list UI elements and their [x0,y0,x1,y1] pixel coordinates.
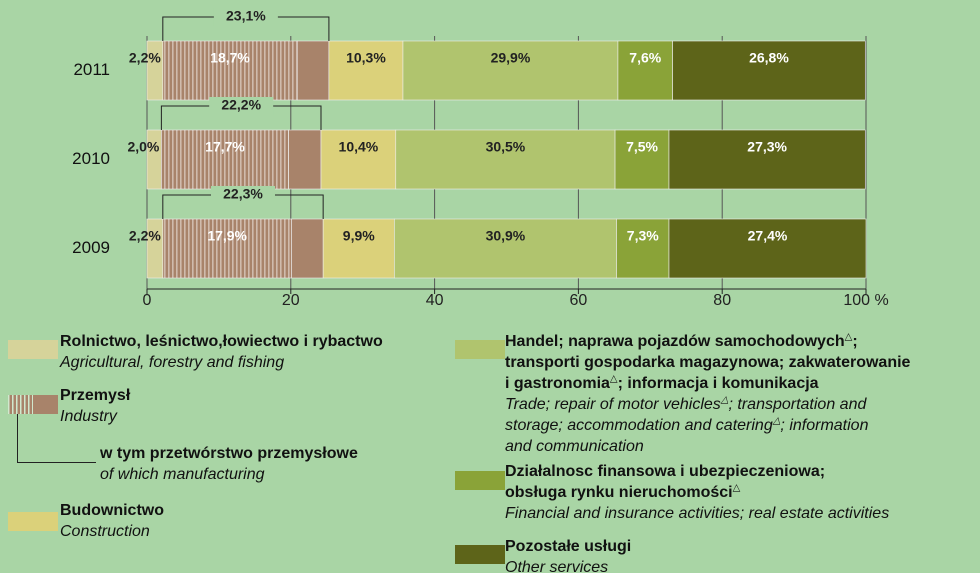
legend-swatch [455,471,505,490]
x-tick-label: 40 [426,292,444,309]
value-label: 2,2% [129,228,161,244]
bracket-label-bg [210,186,275,204]
bar-segment [162,218,292,279]
legend-label: Construction [60,523,150,540]
legend-label: Handel; naprawa pojazdów samochodowych△; [505,331,858,350]
bar-segment [320,129,397,190]
value-label: 2,0% [127,139,159,155]
y-tick-label: 2011 [73,60,110,79]
legend-label: transporti gospodarka magazynowa; zakwat… [505,354,911,371]
value-label: 7,3% [627,228,659,244]
x-tick-label: 20 [282,292,300,309]
value-label: 10,4% [339,139,379,155]
legend-entry: Działalnosc finansowa i ubezpieczeniowa;… [505,461,889,524]
bar-segment [617,40,673,101]
value-label: 10,3% [346,50,386,66]
legend-label: Działalnosc finansowa i ubezpieczeniowa; [505,463,826,480]
bracket-label: 23,1% [226,8,266,24]
bar-segment [328,40,404,101]
bar-segment [161,129,289,190]
value-label: 2,2% [129,50,161,66]
legend-entry: Handel; naprawa pojazdów samochodowych△;… [505,331,910,457]
bar-segment [322,218,395,279]
bar-segment [668,129,866,190]
bar-segment [614,129,670,190]
legend-label: obsługa rynku nieruchomości△ [505,482,741,501]
value-label: 30,5% [486,139,526,155]
legend-bracket [17,414,96,463]
legend-label: w tym przetwórstwo przemysłowe [100,445,358,462]
legend-label: Rolnictwo, leśnictwo,łowiectwo i rybactw… [60,333,383,350]
legend-swatch [8,340,58,359]
legend-label: Przemysł [60,387,131,404]
legend-swatch [8,512,58,531]
legend-label: Industry [60,408,117,425]
legend-label: Financial and insurance activities; real… [505,505,890,522]
value-label: 7,5% [626,139,658,155]
legend-label: storage; accommodation and catering△; in… [505,415,869,434]
legend-swatch [8,395,33,414]
legend-swatch [33,395,58,414]
legend-label: Pozostałe usługi [505,538,632,555]
legend-swatch [455,340,505,359]
legend-entry: Budownictwo Construction [60,500,164,542]
legend-label: Trade; repair of motor vehicles△; transp… [505,394,867,413]
bar-segment [395,129,616,190]
bar-segment [668,218,867,279]
bracket-label-bg [213,8,278,26]
value-label: 7,6% [629,50,661,66]
bar-segment [288,129,322,190]
x-tick-label: 60 [570,292,588,309]
y-tick-label: 2009 [72,238,110,257]
legend-label: Other services [505,559,609,573]
bar-segment [672,40,866,101]
value-label: 18,7% [210,50,250,66]
bar-segment [616,218,670,279]
bar-segment [162,40,298,101]
bracket-label-bg [209,97,274,115]
value-label: 29,9% [491,50,531,66]
bracket-label: 22,3% [223,186,263,202]
y-tick-label: 2010 [72,149,110,168]
value-label: 26,8% [749,50,789,66]
legend-label: of which manufacturing [100,466,265,483]
legend-label: Agricultural, forestry and fishing [60,354,285,371]
x-tick-label: 80 [713,292,731,309]
legend-label: i gastronomia△; informacja i komunikacja [505,373,819,392]
bar-segment [402,40,619,101]
x-tick-label: 100 % [843,292,888,309]
legend-label: and communication [505,438,644,455]
value-label: 27,3% [747,139,787,155]
legend-entry: w tym przetwórstwo przemysłowe of which … [100,443,358,485]
legend-swatch [455,545,505,564]
legend-label: Budownictwo [60,502,164,519]
legend-entry: Rolnictwo, leśnictwo,łowiectwo i rybactw… [60,331,383,373]
legend-entry: Pozostałe usługi Other services [505,536,631,573]
value-label: 27,4% [748,228,788,244]
bar-segment [296,40,330,101]
bar-segment [291,218,324,279]
value-label: 30,9% [486,228,526,244]
x-tick-label: 0 [143,292,152,309]
value-label: 17,9% [207,228,247,244]
value-label: 9,9% [343,228,375,244]
value-label: 17,7% [205,139,245,155]
bracket-label: 22,2% [221,97,261,113]
legend-entry: Przemysł Industry [60,385,130,427]
